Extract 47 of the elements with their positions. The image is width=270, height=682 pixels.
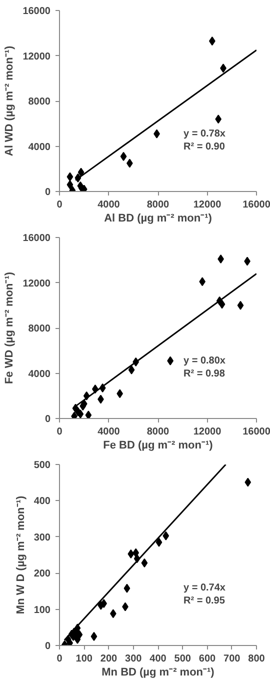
y-tick-label: 400 — [34, 496, 51, 508]
y-tick-label: 200 — [34, 568, 51, 580]
x-tick-label: 0 — [56, 426, 63, 438]
x-tick-label: 0 — [56, 654, 63, 664]
annotation: y = 0.78x — [184, 128, 226, 140]
x-tick-label: 700 — [224, 654, 241, 664]
y-tick-label: 8000 — [28, 324, 51, 334]
x-tick-label: 12000 — [193, 426, 222, 438]
y-tick-label: 500 — [34, 460, 51, 471]
annotation: y = 0.80x — [184, 356, 226, 366]
x-tick-label: 16000 — [242, 200, 270, 210]
x-tick-label: 8000 — [146, 426, 170, 438]
y-tick-label: 12000 — [22, 51, 51, 62]
y-tick-label: 100 — [34, 604, 51, 616]
y-tick-label: 0 — [44, 187, 51, 198]
x-tick-label: 800 — [248, 654, 266, 664]
annotation: R² = 0.90 — [184, 142, 226, 152]
x-axis-title: Al BD (µg m⁻² mon⁻¹) — [104, 212, 212, 224]
y-axis-title: Mn W D (µg m⁻² mon⁻¹) — [14, 496, 27, 614]
y-tick-label: 300 — [34, 532, 51, 544]
annotation: y = 0.74x — [184, 582, 226, 594]
y-axis-title: Al WD (µg m⁻² mon⁻¹) — [4, 46, 16, 156]
x-axis-title: Fe BD (µg m⁻² mon⁻¹) — [103, 440, 214, 452]
y-tick-label: 12000 — [22, 278, 51, 290]
x-tick-label: 4000 — [98, 426, 120, 438]
x-tick-label: 300 — [125, 654, 142, 664]
x-tick-label: 100 — [76, 654, 93, 664]
x-tick-label: 12000 — [193, 200, 222, 210]
x-tick-label: 400 — [150, 654, 167, 664]
y-tick-label: 8000 — [28, 96, 51, 108]
x-tick-label: 200 — [100, 654, 118, 664]
y-tick-label: 0 — [44, 641, 51, 652]
x-tick-label: 0 — [56, 200, 63, 210]
y-axis-title: Fe WD (µg m⁻² mon⁻¹) — [4, 272, 16, 384]
x-axis-title: Mn BD (µg m⁻² mon⁻¹) — [102, 666, 215, 678]
y-tick-label: 4000 — [28, 368, 51, 380]
annotation: R² = 0.98 — [184, 368, 226, 380]
y-tick-label: 16000 — [22, 233, 51, 244]
y-tick-label: 4000 — [28, 142, 51, 153]
x-tick-label: 500 — [174, 654, 192, 664]
y-tick-label: 0 — [44, 414, 51, 425]
x-tick-label: 16000 — [242, 426, 270, 438]
x-tick-label: 8000 — [146, 200, 170, 210]
y-tick-label: 16000 — [22, 6, 51, 17]
annotation: R² = 0.95 — [184, 596, 226, 606]
x-tick-label: 4000 — [98, 200, 120, 210]
x-tick-label: 600 — [198, 654, 216, 664]
